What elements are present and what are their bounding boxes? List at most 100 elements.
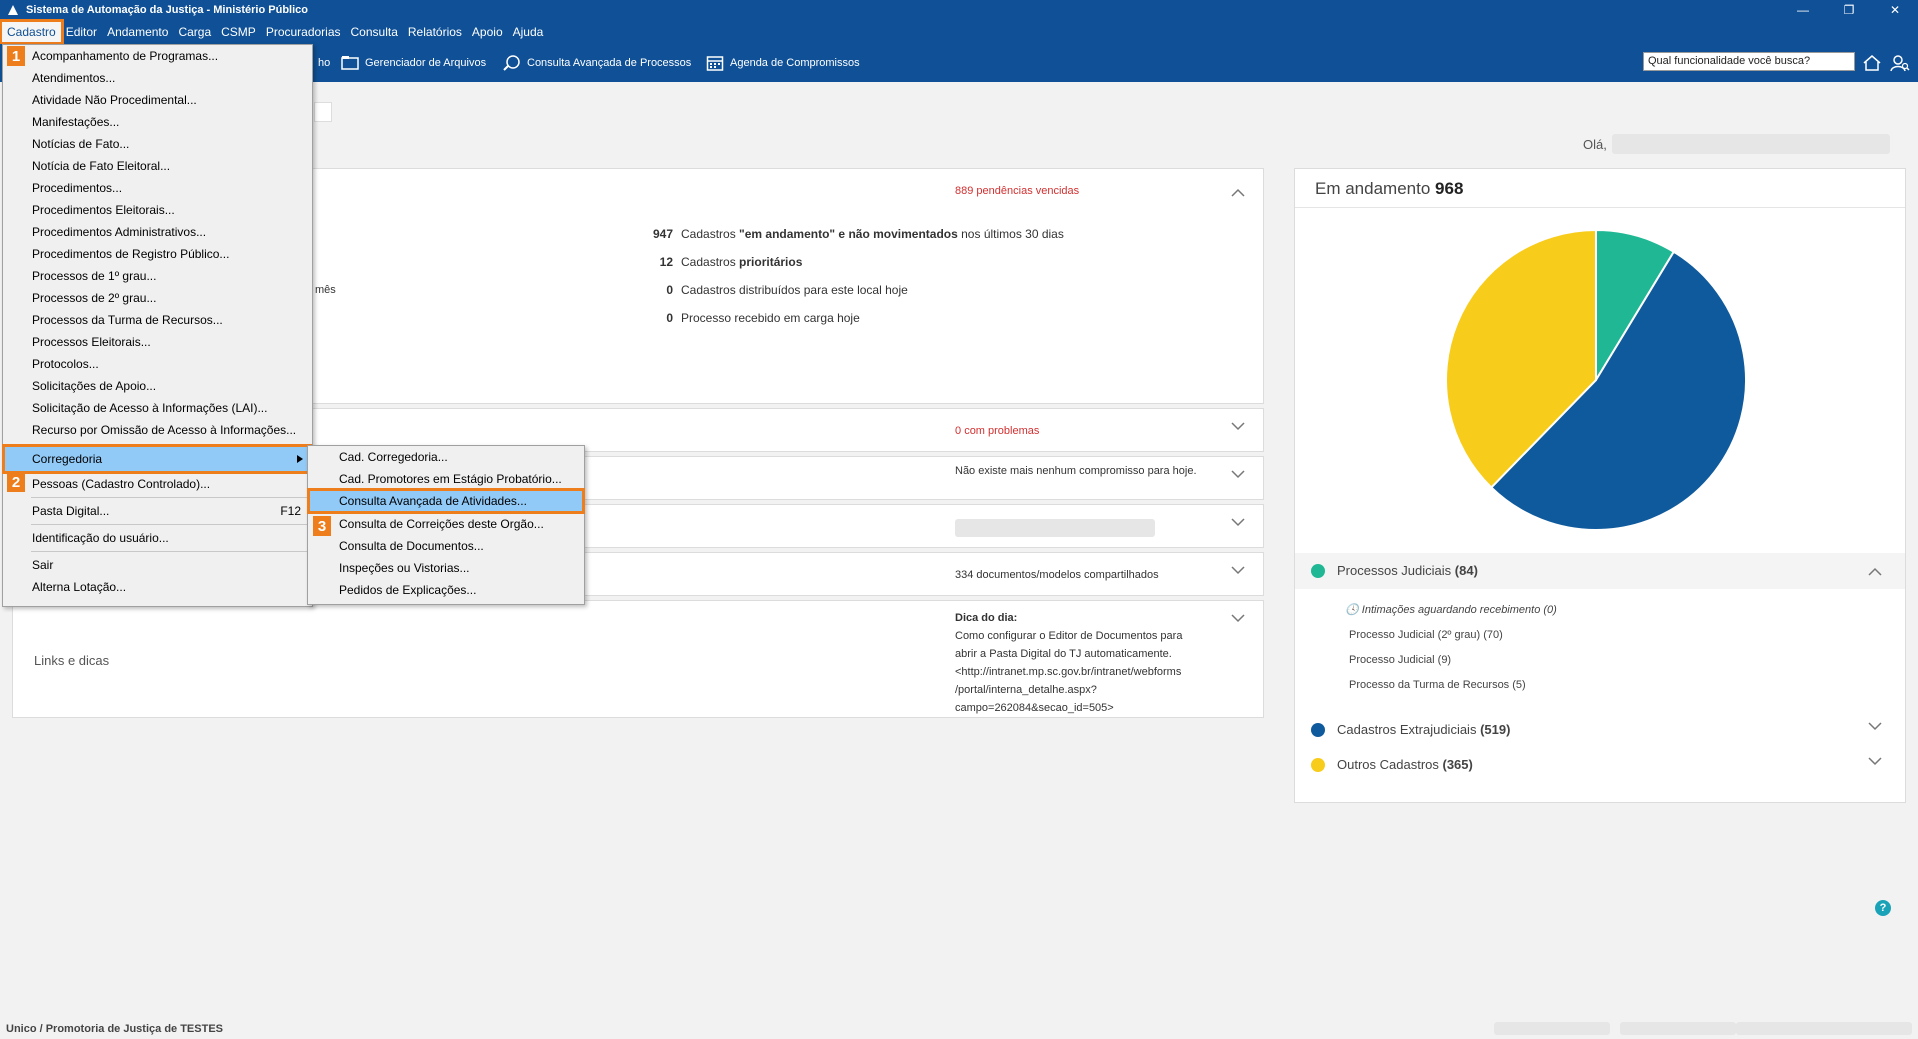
stat-row[interactable]: 947 Cadastros "em andamento" e não movime… <box>643 227 1064 241</box>
shared-docs-label: documentos/modelos compartilhados <box>976 569 1159 581</box>
menu-item[interactable]: Procedimentos... <box>32 181 123 195</box>
menu-item[interactable]: Processos da Turma de Recursos... <box>32 313 223 327</box>
sub-item-intimacoes[interactable]: 🕓 Intimações aguardando recebimento (0) <box>1345 603 1557 616</box>
menu-item-identificacao[interactable]: Identificação do usuário... <box>32 531 169 545</box>
stat-bold-text: prioritários <box>739 255 803 269</box>
chevron-down-icon[interactable] <box>1231 421 1245 431</box>
menu-item[interactable]: Protocolos... <box>32 357 99 371</box>
chevron-down-icon[interactable] <box>1231 517 1245 527</box>
menu-item[interactable]: Atendimentos... <box>32 71 116 85</box>
tip-title: Dica do dia: <box>955 612 1018 624</box>
panel-title: Em andamento <box>1315 179 1431 198</box>
partial-month-label: mês <box>315 284 336 296</box>
pie-slice-cadastros-extrajudiciais[interactable] <box>1489 250 1747 531</box>
menu-procuradorias[interactable]: Procuradorias <box>265 25 341 39</box>
menu-cadastro[interactable]: Cadastro <box>0 19 64 45</box>
legend-label: Cadastros Extrajudiciais <box>1337 722 1477 737</box>
tip-link-line[interactable]: /portal/interna_detalhe.aspx? <box>955 684 1097 696</box>
menu-relatorios[interactable]: Relatórios <box>407 25 462 39</box>
agenda-button[interactable]: Agenda de Compromissos <box>706 52 860 74</box>
menu-item[interactable]: Solicitações de Apoio... <box>32 379 157 393</box>
toolbar-extra-box[interactable] <box>314 102 332 122</box>
close-button[interactable]: ✕ <box>1889 3 1901 17</box>
legend-processos-judiciais[interactable]: Processos Judiciais (84) <box>1311 563 1478 578</box>
chevron-up-icon[interactable] <box>1868 567 1882 577</box>
pending-label: pendências vencidas <box>976 185 1080 197</box>
submenu-item[interactable]: Pedidos de Explicações... <box>339 583 477 597</box>
menu-csmp[interactable]: CSMP <box>221 25 256 39</box>
menu-andamento[interactable]: Andamento <box>107 25 169 39</box>
menu-item-pessoas[interactable]: Pessoas (Cadastro Controlado)... <box>32 477 211 491</box>
pie-slice-outros-cadastros[interactable] <box>1445 228 1597 489</box>
chevron-down-icon[interactable] <box>1231 565 1245 575</box>
chevron-down-icon[interactable] <box>1868 756 1882 766</box>
stat-number: 947 <box>652 227 673 241</box>
menu-item[interactable]: Notícia de Fato Eleitoral... <box>32 159 171 173</box>
submenu-item-consulta-avancada-atividades[interactable]: Consulta Avançada de Atividades... <box>307 488 585 514</box>
home-icon[interactable] <box>1860 52 1884 74</box>
file-manager-button[interactable]: Gerenciador de Arquivos <box>341 52 486 74</box>
problems-indicator[interactable]: 0 com problemas <box>955 425 1039 437</box>
stat-row[interactable]: 0 Processo recebido em carga hoje <box>643 311 859 325</box>
sub-item[interactable]: Processo Judicial (9) <box>1349 654 1452 666</box>
menu-item[interactable]: Procedimentos Eleitorais... <box>32 203 175 217</box>
menu-item-sair[interactable]: Sair <box>32 558 54 572</box>
problems-label: com problemas <box>964 425 1040 437</box>
submenu-item[interactable]: Inspeções ou Vistorias... <box>339 561 470 575</box>
stat-row[interactable]: 0 Cadastros distribuídos para este local … <box>643 283 907 297</box>
menu-item[interactable]: Notícias de Fato... <box>32 137 130 151</box>
chevron-down-icon[interactable] <box>1231 469 1245 479</box>
shared-docs-indicator[interactable]: 334 documentos/modelos compartilhados <box>955 569 1159 581</box>
submenu-item[interactable]: Consulta de Correições deste Orgão... <box>339 517 544 531</box>
menu-editor[interactable]: Editor <box>65 25 98 39</box>
menu-item-pasta-digital[interactable]: Pasta Digital... F12 <box>3 500 303 522</box>
menu-item[interactable]: Procedimentos de Registro Público... <box>32 247 230 261</box>
legend-cadastros-extrajudiciais[interactable]: Cadastros Extrajudiciais (519) <box>1311 722 1510 737</box>
advanced-query-button[interactable]: Consulta Avançada de Processos <box>503 52 691 74</box>
tip-link-line[interactable]: campo=262084&secao_id=505> <box>955 702 1114 714</box>
menu-item-alterna-lotacao[interactable]: Alterna Lotação... <box>32 580 127 594</box>
menu-item[interactable]: Atividade Não Procedimental... <box>32 93 197 107</box>
menu-ajuda[interactable]: Ajuda <box>512 25 544 39</box>
chevron-down-icon[interactable] <box>1868 721 1882 731</box>
pending-count: 889 <box>955 185 974 197</box>
legend-dot <box>1311 563 1325 578</box>
tip-link-line[interactable]: <http://intranet.mp.sc.gov.br/intranet/w… <box>955 666 1182 678</box>
submenu-item[interactable]: Consulta de Documentos... <box>339 539 484 553</box>
stat-row[interactable]: 12 Cadastros prioritários <box>643 255 803 269</box>
menu-carga[interactable]: Carga <box>178 25 212 39</box>
stat-number: 0 <box>666 311 673 325</box>
submenu-item[interactable]: Cad. Corregedoria... <box>339 450 448 464</box>
toolbar-partial-button[interactable]: ho <box>318 52 330 74</box>
advanced-query-label: Consulta Avançada de Processos <box>527 57 692 69</box>
menu-bar: Cadastro Editor Andamento Carga CSMP Pro… <box>0 19 1918 45</box>
help-icon[interactable]: ? <box>1875 900 1891 916</box>
chevron-down-icon[interactable] <box>1231 613 1245 623</box>
chevron-up-icon[interactable] <box>1231 188 1245 198</box>
menu-apoio[interactable]: Apoio <box>471 25 503 39</box>
menu-item[interactable]: Processos de 2º grau... <box>32 291 157 305</box>
minimize-button[interactable]: — <box>1797 3 1809 17</box>
menu-item[interactable]: Processos Eleitorais... <box>32 335 151 349</box>
menu-item[interactable]: Procedimentos Administrativos... <box>32 225 207 239</box>
menu-item[interactable]: Manifestações... <box>32 115 120 129</box>
menu-item[interactable]: Recurso por Omissão de Acesso à Informaç… <box>32 423 297 437</box>
user-search-icon[interactable] <box>1888 52 1912 74</box>
toolbar: ho Gerenciador de Arquivos Consulta Avan… <box>0 44 1918 82</box>
menu-consulta[interactable]: Consulta <box>350 25 398 39</box>
status-bar: Unico / Promotoria de Justiça de TESTES <box>6 1023 223 1035</box>
search-input[interactable]: Qual funcionalidade você busca? <box>1643 52 1855 71</box>
stat-number: 12 <box>659 255 673 269</box>
menu-item[interactable]: Acompanhamento de Programas... <box>32 49 219 63</box>
legend-outros-cadastros[interactable]: Outros Cadastros (365) <box>1311 757 1473 772</box>
menu-item-corregedoria[interactable]: Corregedoria <box>2 444 312 474</box>
menu-separator <box>31 551 309 552</box>
submenu-item[interactable]: Cad. Promotores em Estágio Probatório... <box>339 472 562 486</box>
sub-item[interactable]: Processo da Turma de Recursos (5) <box>1349 679 1526 691</box>
pending-indicator[interactable]: 889 pendências vencidas <box>955 185 1079 197</box>
pie-slice-processos-judiciais[interactable] <box>1595 228 1676 384</box>
restore-button[interactable]: ❐ <box>1843 3 1855 17</box>
sub-item[interactable]: Processo Judicial (2º grau) (70) <box>1349 629 1503 641</box>
menu-item[interactable]: Solicitação de Acesso à Informações (LAI… <box>32 401 268 415</box>
menu-item[interactable]: Processos de 1º grau... <box>32 269 157 283</box>
